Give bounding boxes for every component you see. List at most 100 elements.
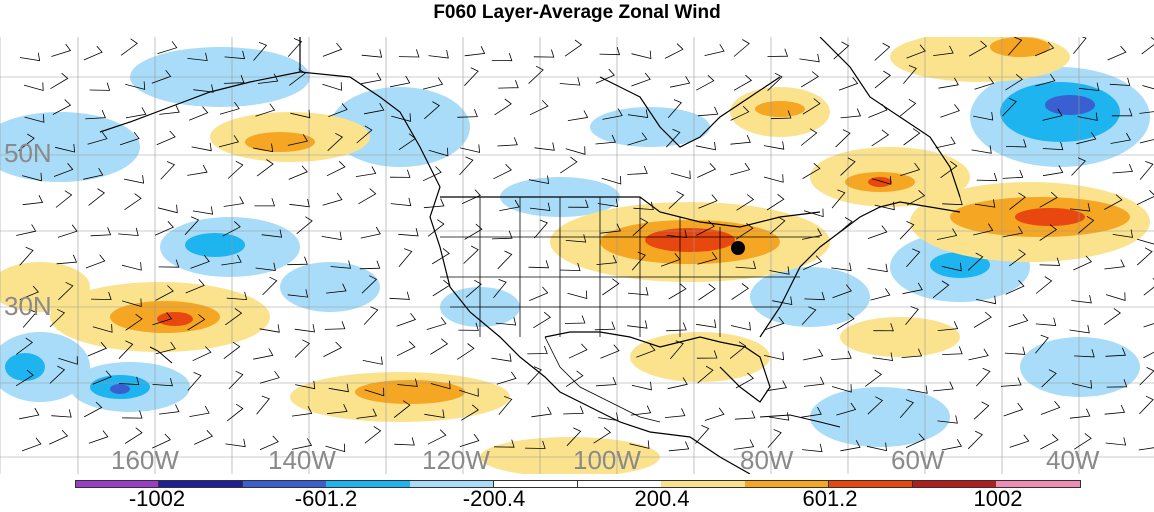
colorbar-cell — [410, 480, 495, 488]
wind-barb — [152, 377, 173, 387]
wind-barb — [905, 306, 919, 326]
wind-barb — [1041, 369, 1057, 388]
wind-barb — [1138, 447, 1154, 451]
wind-barb — [696, 220, 715, 236]
wind-barb — [1040, 401, 1061, 415]
wind-barb — [255, 103, 276, 117]
wind-barb — [152, 433, 171, 449]
wind-barb — [973, 401, 990, 420]
wind-barb — [664, 43, 684, 59]
wind-barb — [529, 202, 551, 211]
wind-barb — [356, 125, 373, 144]
wind-barb — [51, 43, 72, 57]
wind-barb — [631, 381, 652, 391]
wind-barb — [255, 262, 276, 271]
positive-strong-shading — [157, 177, 1085, 326]
wind-barb — [1034, 41, 1055, 57]
wind-barb — [1069, 325, 1090, 334]
wind-barb — [364, 387, 385, 397]
wind-barb — [1042, 108, 1063, 121]
wind-barb — [870, 288, 891, 301]
wind-barb — [899, 221, 915, 240]
wind-barb — [1076, 132, 1097, 145]
wind-barb — [224, 50, 246, 60]
wind-barb — [525, 440, 546, 449]
wind-barb — [326, 283, 347, 294]
wind-barb — [363, 306, 379, 325]
wind-barb — [735, 260, 757, 270]
wind-barb — [225, 438, 246, 448]
wind-barb — [491, 353, 512, 362]
wind-barb — [1143, 323, 1154, 328]
wind-barb — [321, 231, 342, 241]
wind-barb — [527, 345, 548, 355]
wind-barb — [58, 281, 74, 301]
wind-barb — [15, 369, 34, 387]
colorbar-cell — [493, 480, 578, 488]
wind-barb — [967, 430, 983, 450]
wind-barb — [123, 175, 145, 184]
wind-barb — [631, 72, 651, 87]
wind-barb — [53, 163, 74, 177]
wind-barb — [296, 216, 313, 235]
wind-barb — [498, 80, 519, 89]
wind-barb — [125, 81, 146, 90]
wind-barb — [1141, 37, 1154, 55]
lat-label-50n: 50N — [4, 138, 52, 168]
wind-barb — [731, 283, 749, 300]
wind-barb — [767, 72, 783, 91]
wind-barb — [223, 341, 241, 360]
wind-barb — [868, 103, 888, 118]
wind-barb — [125, 313, 143, 331]
wind-barb — [1106, 379, 1128, 388]
wind-barb — [155, 341, 176, 355]
wind-barb — [764, 141, 785, 150]
wind-barb — [566, 427, 582, 447]
wind-barb — [1003, 402, 1024, 417]
wind-barb — [424, 409, 445, 418]
wind-barb — [565, 234, 587, 243]
wind-barb — [19, 246, 34, 266]
wind-barb — [764, 316, 785, 331]
wind-barb — [187, 52, 208, 62]
wind-barb — [423, 198, 445, 209]
wind-barb — [459, 388, 479, 397]
wind-barb — [87, 342, 107, 357]
wind-barb — [772, 296, 793, 305]
wind-barb — [803, 255, 823, 270]
wind-barb — [51, 409, 72, 418]
wind-barb — [1136, 190, 1154, 205]
wind-barb — [831, 350, 852, 360]
wind-barb — [1109, 77, 1131, 86]
wind-barb — [155, 285, 174, 301]
wind-barb — [187, 314, 206, 331]
wind-barb — [1110, 132, 1131, 144]
wind-barb — [88, 430, 109, 444]
wind-barb — [967, 252, 984, 271]
wind-barb — [396, 341, 416, 357]
wind-barb — [423, 77, 444, 90]
wind-barb — [19, 407, 40, 420]
wind-barb — [56, 254, 78, 265]
wind-barb — [326, 161, 346, 177]
wind-barb — [938, 77, 959, 89]
colorbar-cell — [745, 480, 830, 488]
wind-barb — [696, 350, 718, 359]
wind-barb — [324, 321, 346, 330]
wind-barb — [1004, 346, 1026, 355]
wind-barb — [287, 38, 303, 57]
wind-barb — [840, 157, 856, 176]
wind-barb — [836, 217, 853, 235]
wind-barb — [494, 439, 515, 448]
wind-barb — [358, 188, 377, 205]
wind-barb — [120, 38, 138, 56]
wind-barb — [457, 108, 478, 118]
wind-barb — [593, 427, 612, 444]
wind-barb — [529, 286, 549, 301]
wind-barb — [393, 400, 411, 418]
wind-barb — [836, 402, 857, 416]
wind-barb — [259, 324, 280, 333]
wind-barb — [1040, 434, 1059, 450]
wind-barb — [736, 194, 755, 211]
lon-label-160w: 160W — [111, 445, 179, 474]
